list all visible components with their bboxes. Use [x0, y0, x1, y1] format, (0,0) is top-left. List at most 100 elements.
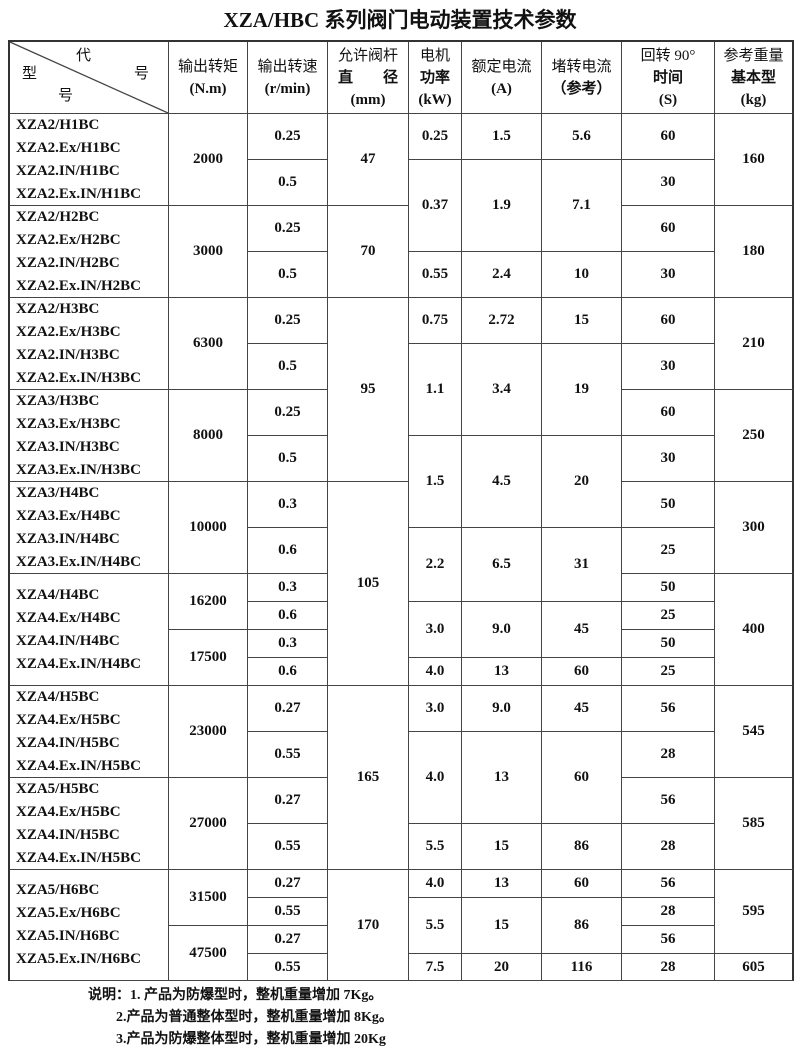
weight-cell-value: 400: [742, 621, 765, 638]
rated-current-cell-value: 4.5: [492, 473, 511, 490]
rated-current-cell: 1.5: [462, 114, 542, 160]
weight-cell-value: 210: [742, 335, 765, 352]
rated-current-cell: 9.0: [462, 686, 542, 732]
stem-diameter-cell: 47: [328, 114, 409, 206]
motor-power-cell-value: 2.2: [425, 556, 445, 573]
rotation-time-cell-value: 28: [660, 838, 676, 855]
motor-power-cell-value: 0.37: [421, 197, 449, 214]
speed-cell-value: 0.3: [278, 635, 297, 652]
rated-current-cell: 13: [462, 870, 542, 898]
stall-current-cell-value: 31: [574, 556, 589, 573]
header-text: （参考）: [551, 80, 612, 97]
speed-cell: 0.27: [248, 870, 328, 898]
model-group: XZA5/H6BC XZA5.Ex/H6BC XZA5.IN/H6BC XZA5.Ex…: [10, 870, 169, 981]
rotation-time-cell-value: 56: [660, 700, 676, 717]
speed-cell-value: 0.25: [274, 312, 301, 329]
stall-current-cell: 45: [542, 686, 622, 732]
header-col-6: 堵转电流 （参考）: [542, 42, 622, 114]
stall-current-cell-value: 15: [574, 312, 589, 329]
stall-current-cell: 86: [542, 824, 622, 870]
model-name: XZA3.Ex/H3BC: [16, 415, 121, 432]
model-name: XZA5.Ex.IN/H6BC: [16, 951, 142, 967]
speed-cell-value: 0.55: [274, 746, 301, 763]
stem-diameter-cell: 165: [328, 686, 409, 870]
motor-power-cell: 0.75: [409, 298, 462, 344]
header-col-7: 回转 90° 时间 (S): [622, 42, 715, 114]
model-name: XZA3.Ex.IN/H3BC: [16, 461, 142, 478]
stem-diameter-cell-value: 165: [356, 769, 380, 786]
rated-current-cell-value: 13: [494, 875, 509, 892]
corner-label-left: 型: [22, 66, 38, 82]
rotation-time-cell: 30: [622, 344, 715, 390]
header-col-2: 输出转速 (r/min): [248, 42, 328, 114]
stall-current-cell: 86: [542, 898, 622, 954]
speed-cell: 0.27: [248, 686, 328, 732]
rated-current-cell: 20: [462, 954, 542, 981]
model-name: XZA2/H2BC: [16, 208, 100, 225]
header-text: 基本型: [730, 69, 776, 86]
torque-cell-value: 17500: [189, 649, 227, 666]
motor-power-cell: 4.0: [409, 658, 462, 686]
speed-cell-value: 0.5: [278, 266, 297, 283]
stall-current-cell: 15: [542, 298, 622, 344]
speed-cell: 0.27: [248, 778, 328, 824]
model-name: XZA5.Ex/H6BC: [16, 905, 121, 921]
stall-current-cell-value: 5.6: [572, 128, 591, 145]
header-corner: 代号型号: [10, 42, 169, 114]
motor-power-cell: 0.37: [409, 160, 462, 252]
torque-cell: 23000: [169, 686, 248, 778]
rotation-time-cell-value: 56: [660, 875, 676, 892]
speed-cell: 0.5: [248, 160, 328, 206]
rotation-time-cell-value: 60: [660, 312, 676, 329]
weight-cell: 160: [715, 114, 794, 206]
torque-cell-value: 3000: [193, 243, 223, 260]
speed-cell-value: 0.6: [278, 663, 297, 680]
rotation-time-cell: 28: [622, 898, 715, 926]
rotation-time-cell-value: 25: [660, 542, 676, 559]
stem-diameter-cell-value: 170: [356, 916, 380, 933]
notes: 说明：1. 产品为防爆型时，整机重量增加 7Kg。 2.产品为普通整体型时，整机…: [88, 985, 393, 1051]
stall-current-cell-value: 45: [574, 621, 589, 638]
header-col-5: 额定电流 (A): [462, 42, 542, 114]
rotation-time-cell: 60: [622, 390, 715, 436]
motor-power-cell: 0.25: [409, 114, 462, 160]
stall-current-cell-value: 60: [574, 663, 589, 680]
weight-cell-value: 545: [742, 723, 765, 740]
rated-current-cell-value: 20: [494, 958, 509, 975]
model-name: XZA4.Ex/H5BC: [16, 803, 121, 820]
rated-current-cell-value: 13: [494, 769, 509, 786]
model-name: XZA3.IN/H4BC: [16, 530, 120, 547]
weight-cell: 585: [715, 778, 794, 870]
speed-cell: 0.5: [248, 344, 328, 390]
header-text: 功率: [419, 69, 450, 86]
model-name: XZA3.Ex.IN/H4BC: [16, 553, 142, 570]
rotation-time-cell-value: 60: [660, 404, 676, 421]
rotation-time-cell: 30: [622, 160, 715, 206]
stem-diameter-cell: 105: [328, 482, 409, 686]
model-name: XZA4.IN/H4BC: [16, 632, 120, 649]
header-text: 输出转速: [257, 58, 318, 75]
speed-cell: 0.6: [248, 602, 328, 630]
rotation-time-cell: 28: [622, 732, 715, 778]
stall-current-cell-value: 20: [574, 473, 589, 490]
speed-cell: 0.5: [248, 252, 328, 298]
header-text: (N.m): [189, 80, 227, 97]
stem-diameter-cell: 95: [328, 298, 409, 482]
stall-current-cell: 20: [542, 436, 622, 528]
weight-cell: 400: [715, 574, 794, 686]
stem-diameter-cell: 70: [328, 206, 409, 298]
rated-current-cell-value: 1.9: [492, 197, 511, 214]
rotation-time-cell-value: 30: [660, 358, 676, 375]
speed-cell-value: 0.27: [274, 700, 301, 717]
motor-power-cell-value: 0.75: [421, 312, 449, 329]
speed-cell-value: 0.6: [278, 607, 297, 624]
motor-power-cell-value: 3.0: [425, 621, 445, 638]
torque-cell: 31500: [169, 870, 248, 926]
motor-power-cell: 2.2: [409, 528, 462, 602]
rotation-time-cell-value: 60: [660, 128, 676, 145]
model-name: XZA3.IN/H3BC: [16, 438, 120, 455]
stall-current-cell-value: 60: [574, 769, 589, 786]
stall-current-cell: 5.6: [542, 114, 622, 160]
model-name: XZA3/H3BC: [16, 392, 100, 409]
model-group: XZA3/H3BC XZA3.Ex/H3BC XZA3.IN/H3BC XZA3.Ex…: [10, 390, 169, 482]
